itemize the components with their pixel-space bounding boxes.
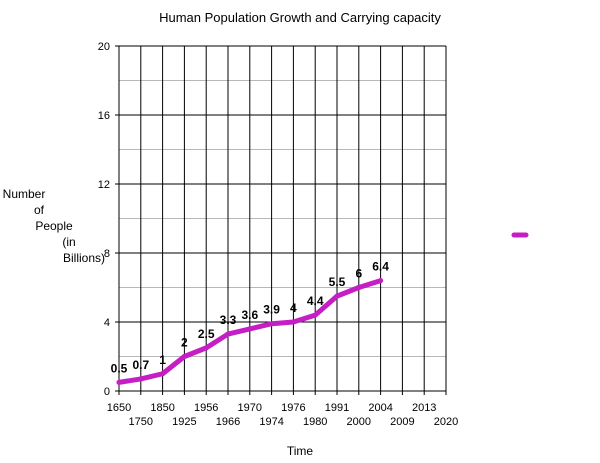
data-point	[116, 379, 122, 385]
x-axis-label: Time	[287, 444, 314, 458]
data-label: 4.4	[307, 294, 324, 308]
x-tick-label: 1750	[129, 416, 153, 428]
x-tick-label: 2013	[412, 402, 436, 414]
data-label: 0.7	[132, 358, 149, 372]
data-labels: 0.5 0.7 1 2 2.5 3.3 3.6 3.9 4 4.4 5.5 6 6.4	[111, 260, 390, 376]
x-tick-label: 1991	[325, 402, 349, 414]
data-label: 4	[290, 301, 297, 315]
y-tick-label: 12	[98, 179, 110, 191]
x-tick-label: 2020	[434, 416, 458, 428]
data-label: 3.3	[220, 313, 237, 327]
data-label: 6.4	[372, 260, 389, 274]
x-tick-label: 1970	[238, 402, 262, 414]
data-label: 2.5	[198, 327, 215, 341]
x-tick-label: 2009	[390, 416, 414, 428]
chart-title: Human Population Growth and Carrying cap…	[159, 10, 441, 25]
data-label: 2	[181, 336, 188, 350]
y-tick-label: 16	[98, 110, 110, 122]
data-label: 3.9	[263, 303, 280, 317]
data-label: 1	[159, 353, 166, 367]
y-axis-label-line: (in	[62, 235, 75, 249]
x-tick-label: 1966	[216, 416, 240, 428]
x-tick-label: 1976	[281, 402, 305, 414]
y-tick-label: 8	[104, 248, 110, 260]
grid	[115, 45, 447, 395]
data-point	[247, 326, 253, 332]
y-axis-label-line: Number	[3, 187, 46, 201]
data-point	[378, 278, 384, 284]
data-point	[160, 371, 166, 377]
y-tick-label: 20	[98, 41, 110, 53]
y-axis-label-line: People	[35, 219, 73, 233]
tick-labels: 0481216201650175018501925195619661970197…	[98, 41, 458, 428]
y-axis-label: Number of People (in Billions)	[3, 187, 105, 265]
data-point	[138, 376, 144, 382]
data-label: 3.6	[241, 308, 258, 322]
data-point	[290, 319, 296, 325]
data-point	[312, 312, 318, 318]
x-tick-label: 1956	[194, 402, 218, 414]
data-label: 0.5	[111, 361, 128, 375]
x-tick-label: 1850	[150, 402, 174, 414]
x-tick-label: 2004	[368, 402, 392, 414]
series-layer	[116, 278, 384, 385]
x-tick-label: 1980	[303, 416, 327, 428]
data-point	[269, 321, 275, 327]
y-axis-label-line: of	[34, 203, 45, 217]
x-tick-label: 1974	[259, 416, 283, 428]
data-point	[181, 354, 187, 359]
y-axis-label-line: Billions)	[63, 251, 105, 265]
data-point	[356, 285, 362, 290]
y-tick-label: 0	[104, 386, 110, 398]
data-label: 6	[355, 267, 362, 281]
y-tick-label: 4	[104, 317, 110, 329]
x-tick-label: 1650	[107, 402, 131, 414]
data-label: 5.5	[329, 275, 346, 289]
x-tick-label: 2000	[347, 416, 371, 428]
x-tick-label: 1925	[172, 416, 196, 428]
data-point	[225, 331, 231, 337]
data-point	[203, 345, 209, 351]
data-point	[334, 293, 340, 299]
